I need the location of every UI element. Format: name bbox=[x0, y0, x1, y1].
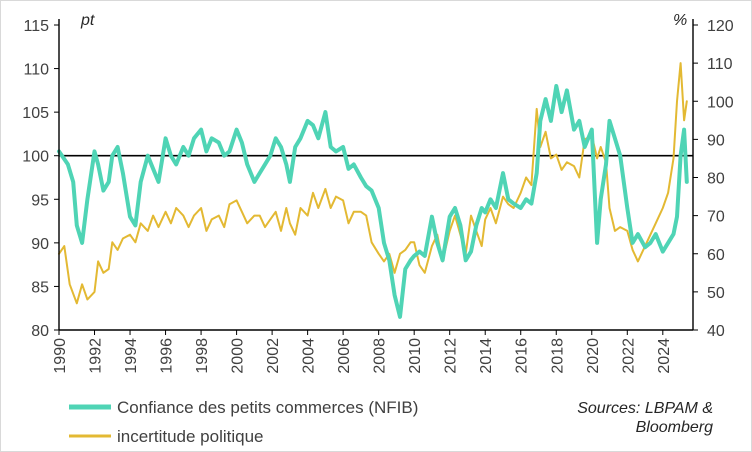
x-tick-label: 1998 bbox=[194, 338, 211, 374]
x-tick-label: 2008 bbox=[372, 338, 389, 374]
x-tick-label: 2016 bbox=[514, 338, 531, 374]
left-y-tick-label: 115 bbox=[23, 18, 49, 35]
right-y-tick-label: 120 bbox=[707, 18, 734, 35]
x-tick-label: 2010 bbox=[407, 338, 424, 374]
x-tick-label: 1994 bbox=[123, 338, 140, 374]
series-layer bbox=[57, 62, 689, 319]
series-line-nfib bbox=[57, 84, 689, 319]
right-y-tick-label: 40 bbox=[707, 323, 725, 340]
right-y-tick-label: 90 bbox=[707, 132, 725, 149]
left-y-tick-label: 80 bbox=[31, 323, 49, 340]
x-tick-label: 1992 bbox=[88, 338, 105, 374]
right-y-tick-label: 60 bbox=[707, 247, 725, 264]
source-note: Sources: LBPAM & Bloomberg bbox=[577, 400, 713, 436]
right-y-tick-label: 80 bbox=[707, 171, 725, 188]
left-y-tick-label: 95 bbox=[31, 192, 49, 209]
left-y-tick-label: 85 bbox=[31, 279, 49, 296]
x-tick-label: 2024 bbox=[656, 338, 673, 374]
left-axis-unit: pt bbox=[80, 12, 95, 29]
x-tick-label: 1990 bbox=[52, 338, 69, 374]
right-y-tick-label: 70 bbox=[707, 209, 725, 226]
x-tick-label: 2020 bbox=[585, 338, 602, 374]
x-tick-label: 1996 bbox=[159, 338, 176, 374]
axis-layer: 80 85 90 95 100 105 110 115 40 50 60 70 80 90 100 110 12… bbox=[22, 18, 734, 374]
legend: Confiance des petits commerces (NFIB) in… bbox=[69, 398, 418, 446]
legend-label-political-uncertainty: incertitude politique bbox=[117, 427, 263, 446]
right-y-tick-label: 100 bbox=[707, 94, 734, 111]
x-tick-label: 2018 bbox=[549, 338, 566, 374]
right-y-tick-label: 50 bbox=[707, 285, 725, 302]
x-tick-label: 2002 bbox=[265, 338, 282, 374]
left-y-tick-label: 105 bbox=[22, 105, 49, 122]
x-tick-label: 2012 bbox=[443, 338, 460, 374]
right-axis-unit: % bbox=[673, 12, 687, 29]
x-tick-label: 2014 bbox=[478, 338, 495, 374]
x-tick-label: 2000 bbox=[230, 338, 247, 374]
left-y-tick-label: 100 bbox=[22, 149, 49, 166]
left-y-tick-label: 90 bbox=[31, 236, 49, 253]
x-tick-label: 2006 bbox=[336, 338, 353, 374]
source-line-1: Sources: LBPAM & bbox=[577, 400, 713, 417]
x-tick-label: 2022 bbox=[620, 338, 637, 374]
source-line-2: Bloomberg bbox=[636, 419, 713, 436]
right-y-tick-label: 110 bbox=[707, 56, 733, 73]
left-y-tick-label: 110 bbox=[23, 62, 49, 79]
x-tick-label: 2004 bbox=[301, 338, 318, 374]
legend-label-nfib: Confiance des petits commerces (NFIB) bbox=[117, 398, 418, 417]
